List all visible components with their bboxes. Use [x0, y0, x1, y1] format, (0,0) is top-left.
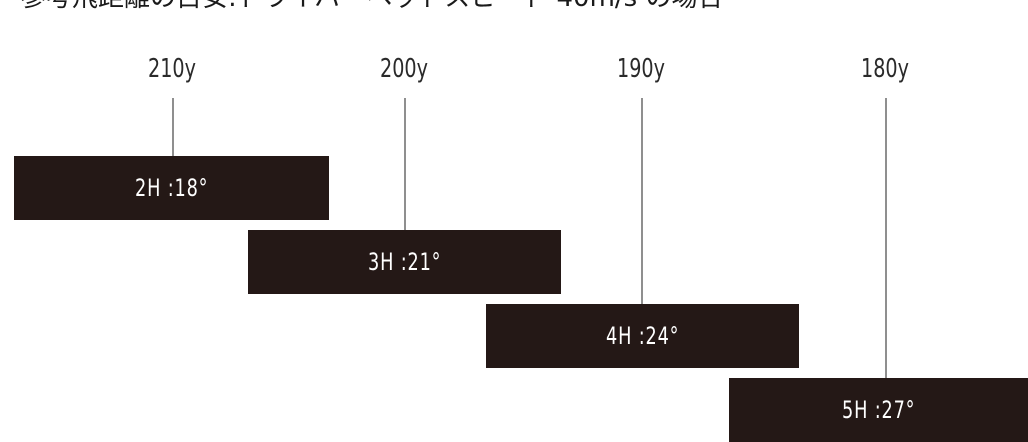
club-bar-label: 5H :27°	[841, 396, 916, 424]
guide-line-200	[404, 98, 406, 230]
distance-label-190: 190y	[617, 54, 665, 84]
club-bar-5h: 5H :27°	[729, 378, 1028, 442]
club-bar-2h: 2H :18°	[14, 156, 329, 220]
distance-label-210: 210y	[148, 54, 196, 84]
club-bar-label: 2H :18°	[134, 174, 209, 202]
guide-line-210	[172, 98, 174, 156]
club-bar-label: 4H :24°	[605, 322, 680, 350]
distance-label-180: 180y	[861, 54, 909, 84]
club-bar-label: 3H :21°	[367, 248, 442, 276]
distance-label-200: 200y	[380, 54, 428, 84]
club-bar-3h: 3H :21°	[248, 230, 561, 294]
club-bar-4h: 4H :24°	[486, 304, 799, 368]
diagram-title: 参考飛距離の目安:ドライバーヘッドスピード 40m/s の場合	[20, 0, 724, 13]
guide-line-190	[641, 98, 643, 304]
guide-line-180	[885, 98, 887, 378]
